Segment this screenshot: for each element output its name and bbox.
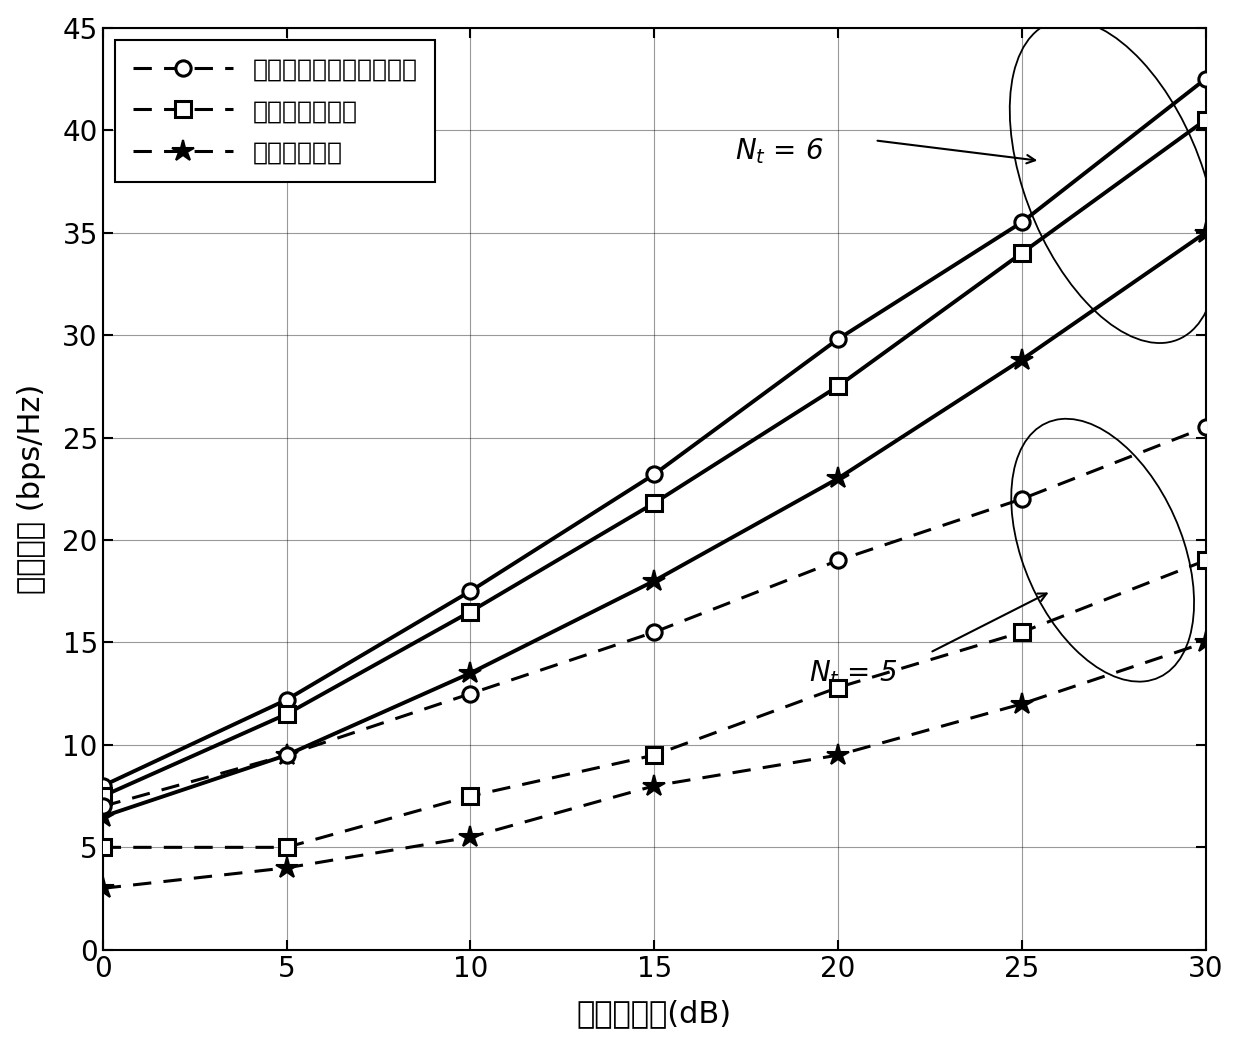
X-axis label: 等价信噪比(dB): 等价信噪比(dB) [577, 999, 732, 1028]
Text: $N_\mathregular{t}$ = 6: $N_\mathregular{t}$ = 6 [735, 136, 823, 165]
Y-axis label: 安全速率 (bps/Hz): 安全速率 (bps/Hz) [16, 384, 46, 594]
Text: $N_\mathregular{t}$ = 5: $N_\mathregular{t}$ = 5 [808, 658, 897, 688]
Legend: 本发明信道选择波束成形, 等功率波束形成, 随机波束形成: 本发明信道选择波束成形, 等功率波束形成, 随机波束形成 [115, 40, 435, 182]
